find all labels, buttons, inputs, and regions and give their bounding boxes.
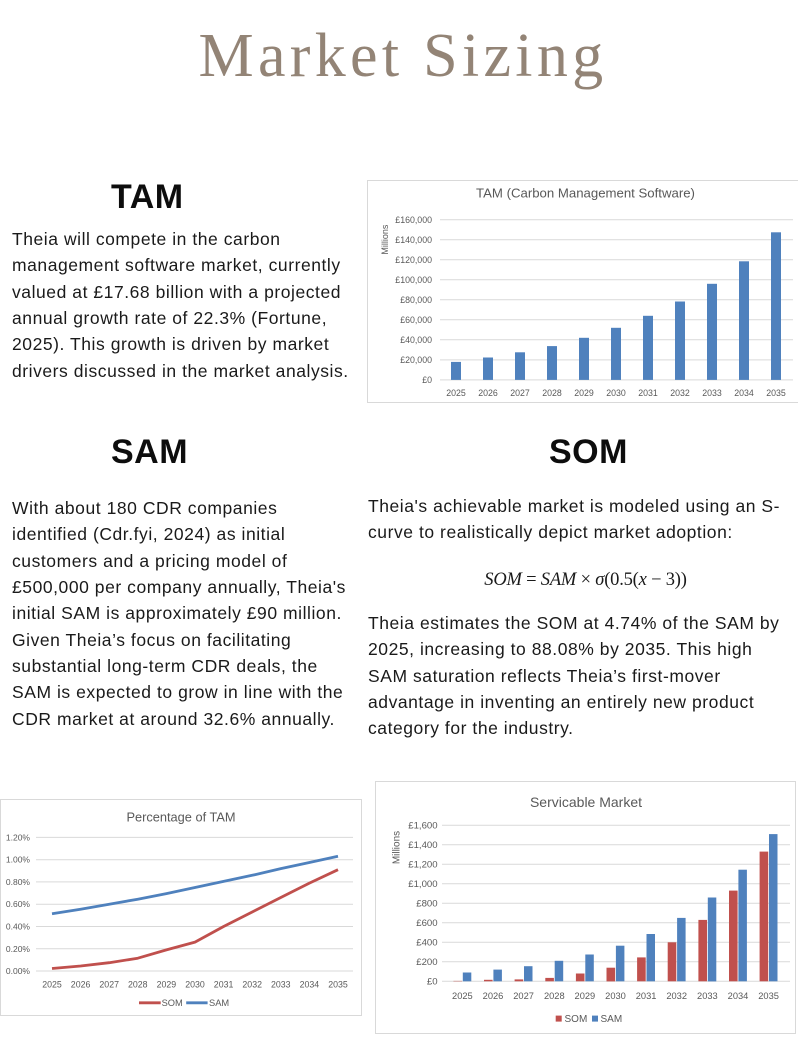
svg-text:Servicable Market: Servicable Market — [530, 794, 642, 810]
svg-text:2029: 2029 — [157, 980, 177, 990]
svg-text:Millions: Millions — [392, 831, 403, 864]
svg-text:0.40%: 0.40% — [6, 922, 31, 932]
svg-text:£140,000: £140,000 — [395, 235, 432, 245]
svg-text:Millions: Millions — [380, 224, 390, 255]
svg-text:£800: £800 — [416, 899, 437, 910]
svg-text:£1,600: £1,600 — [408, 821, 437, 832]
svg-text:2028: 2028 — [542, 388, 562, 398]
svg-text:TAM (Carbon Management Softwar: TAM (Carbon Management Software) — [476, 186, 695, 201]
svg-text:£1,000: £1,000 — [408, 879, 437, 890]
svg-text:2034: 2034 — [728, 991, 749, 1001]
svg-text:2035: 2035 — [328, 980, 348, 990]
svg-text:2033: 2033 — [702, 388, 722, 398]
svg-text:£0: £0 — [422, 375, 432, 385]
svg-text:1.00%: 1.00% — [6, 855, 31, 865]
svg-text:2031: 2031 — [214, 980, 234, 990]
svg-text:2029: 2029 — [574, 388, 594, 398]
svg-text:2026: 2026 — [71, 980, 91, 990]
svg-text:2032: 2032 — [670, 388, 690, 398]
svg-text:£60,000: £60,000 — [400, 315, 432, 325]
svg-text:2035: 2035 — [758, 991, 779, 1001]
svg-text:0.20%: 0.20% — [6, 944, 31, 954]
svg-text:1.20%: 1.20% — [6, 832, 31, 842]
svg-text:2035: 2035 — [766, 388, 786, 398]
svg-text:2026: 2026 — [483, 991, 504, 1001]
svg-text:£20,000: £20,000 — [400, 355, 432, 365]
svg-text:2025: 2025 — [42, 980, 62, 990]
svg-text:2028: 2028 — [128, 980, 148, 990]
svg-text:Percentage of TAM: Percentage of TAM — [126, 809, 235, 824]
svg-text:2033: 2033 — [271, 980, 291, 990]
svg-text:SOM: SOM — [162, 998, 183, 1008]
svg-text:2027: 2027 — [513, 991, 534, 1001]
svg-text:0.00%: 0.00% — [6, 966, 31, 976]
svg-text:2033: 2033 — [697, 991, 718, 1001]
svg-text:£1,200: £1,200 — [408, 860, 437, 871]
svg-text:£200: £200 — [416, 957, 437, 968]
svg-text:SAM: SAM — [209, 998, 229, 1008]
svg-text:2026: 2026 — [478, 388, 498, 398]
svg-text:2028: 2028 — [544, 991, 565, 1001]
svg-text:SOM: SOM — [565, 1014, 588, 1025]
svg-text:£1,400: £1,400 — [408, 840, 437, 851]
svg-text:2032: 2032 — [666, 991, 687, 1001]
svg-text:£40,000: £40,000 — [400, 335, 432, 345]
svg-text:SAM: SAM — [601, 1014, 623, 1025]
svg-text:2025: 2025 — [446, 388, 466, 398]
svg-text:0.80%: 0.80% — [6, 877, 31, 887]
svg-text:£120,000: £120,000 — [395, 255, 432, 265]
svg-text:2034: 2034 — [734, 388, 754, 398]
svg-text:2030: 2030 — [185, 980, 205, 990]
svg-text:0.60%: 0.60% — [6, 899, 31, 909]
svg-text:2029: 2029 — [575, 991, 596, 1001]
svg-text:2027: 2027 — [510, 388, 530, 398]
svg-text:£80,000: £80,000 — [400, 295, 432, 305]
svg-text:2025: 2025 — [452, 991, 473, 1001]
svg-text:£160,000: £160,000 — [395, 215, 432, 225]
svg-text:2030: 2030 — [606, 388, 626, 398]
svg-text:2027: 2027 — [99, 980, 119, 990]
svg-text:£0: £0 — [427, 977, 438, 988]
svg-text:2034: 2034 — [300, 980, 320, 990]
svg-text:2031: 2031 — [638, 388, 658, 398]
svg-text:£100,000: £100,000 — [395, 275, 432, 285]
svg-text:£400: £400 — [416, 938, 437, 949]
svg-text:2031: 2031 — [636, 991, 657, 1001]
svg-text:2032: 2032 — [242, 980, 262, 990]
svg-text:2030: 2030 — [605, 991, 626, 1001]
svg-text:£600: £600 — [416, 918, 437, 929]
